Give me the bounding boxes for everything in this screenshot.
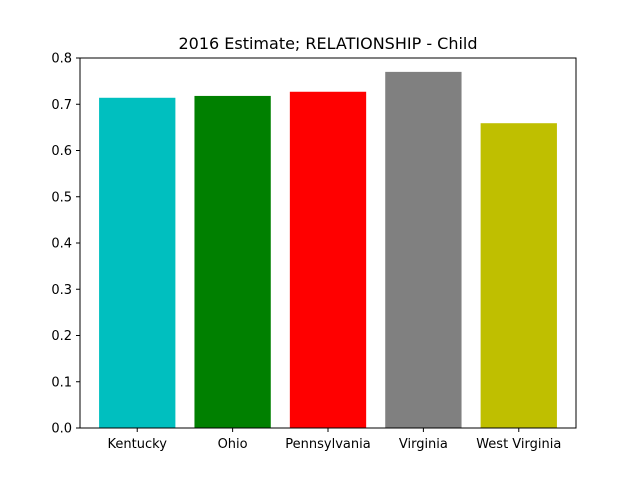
x-axis: Kentucky Ohio Pennsylvania Virginia West Vir… [108, 428, 561, 452]
y-axis: 0.0 0.1 0.2 0.3 0.4 0.5 0.6 0.7 0.8 [51, 52, 80, 437]
y-tick-label: 0.6 [51, 144, 72, 159]
y-tick-label: 0.5 [51, 190, 72, 205]
y-tick-label: 0.4 [51, 237, 72, 252]
bar-pennsylvania [289, 91, 367, 428]
bar-west-virginia [480, 123, 557, 429]
x-tick-label: West Virginia [476, 437, 561, 452]
y-tick-label: 0.0 [51, 422, 72, 437]
x-tick-label: Virginia [399, 437, 448, 452]
bars-group [99, 71, 557, 429]
x-tick-label: Ohio [218, 437, 248, 452]
y-tick-label: 0.7 [51, 98, 72, 113]
bar-kentucky [99, 97, 176, 428]
x-tick-label: Pennsylvania [285, 437, 370, 452]
plot-frame [79, 57, 577, 429]
chart-title: 2016 Estimate; RELATIONSHIP - Child [178, 34, 477, 53]
y-tick-label: 0.3 [51, 283, 72, 298]
bar-ohio [194, 95, 271, 429]
y-tick-label: 0.2 [51, 329, 72, 344]
bar-virginia [385, 71, 462, 429]
y-tick-label: 0.1 [51, 375, 72, 390]
y-tick-label: 0.8 [51, 52, 72, 67]
x-tick-label: Kentucky [108, 437, 168, 452]
